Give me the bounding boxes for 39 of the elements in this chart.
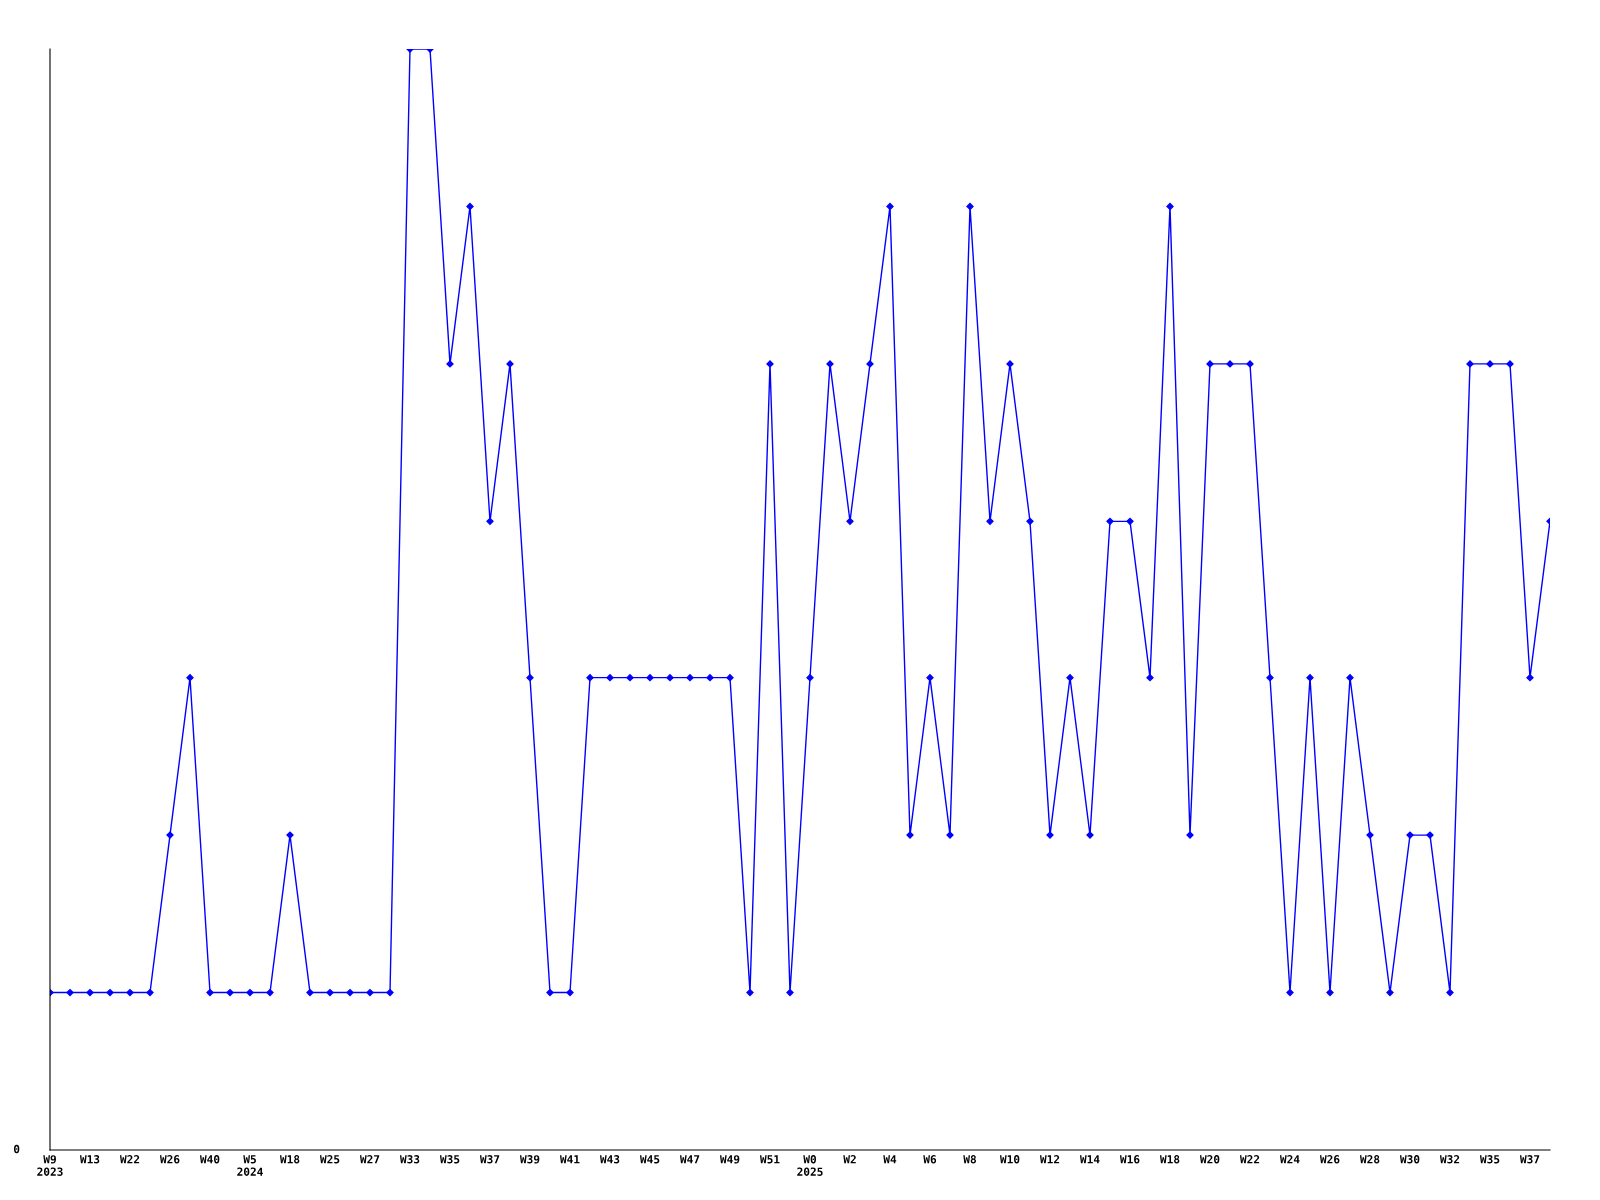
x-tick-label: W6 xyxy=(923,1155,937,1164)
x-tick-label: W24 xyxy=(1279,1155,1300,1164)
x-tick-label: W47 xyxy=(679,1155,700,1164)
x-tick-label: W13 xyxy=(79,1155,100,1164)
x-tick-label: W35 xyxy=(439,1155,460,1164)
x-tick-label: W37 xyxy=(1519,1155,1540,1164)
x-tick-label: W16 xyxy=(1119,1155,1140,1164)
x-tick-label: W30 xyxy=(1399,1155,1420,1164)
x-tick-label: W5 2024 xyxy=(237,1155,263,1176)
x-tick-label: W20 xyxy=(1199,1155,1220,1164)
x-tick-label: W12 xyxy=(1039,1155,1060,1164)
x-tick-label: W49 xyxy=(719,1155,740,1164)
x-tick-label: W18 xyxy=(1159,1155,1180,1164)
x-tick-label: W40 xyxy=(199,1155,220,1164)
x-tick-label: W51 xyxy=(759,1155,780,1164)
x-tick-label: W8 xyxy=(963,1155,976,1164)
x-tick-label: W37 xyxy=(479,1155,500,1164)
x-tick-label: W27 xyxy=(359,1155,380,1164)
x-tick-label: W2 xyxy=(843,1155,856,1164)
x-tick-label: W39 xyxy=(519,1155,540,1164)
x-tick-label: W32 xyxy=(1439,1155,1460,1164)
x-tick-label: W0 2025 xyxy=(797,1155,823,1176)
x-tick-label: W22 xyxy=(119,1155,140,1164)
x-tick-label: W28 xyxy=(1359,1155,1380,1164)
x-tick-label: W35 xyxy=(1479,1155,1500,1164)
x-tick-label: W9 2023 xyxy=(37,1155,63,1176)
x-tick-label: W41 xyxy=(559,1155,580,1164)
x-tick-label: W45 xyxy=(639,1155,660,1164)
x-tick-label: W22 xyxy=(1239,1155,1260,1164)
text: 0 xyxy=(13,1144,20,1154)
x-tick-label: W26 xyxy=(1319,1155,1340,1164)
x-tick-label: W18 xyxy=(279,1155,300,1164)
x-tick-label: W33 xyxy=(399,1155,420,1164)
x-tick-label: W43 xyxy=(599,1155,620,1164)
x-tick-label: W25 xyxy=(319,1155,340,1164)
x-tick-label: W26 xyxy=(159,1155,180,1164)
x-tick-label: W14 xyxy=(1079,1155,1100,1164)
x-tick-label: W4 xyxy=(883,1155,897,1164)
x-tick-label: W10 xyxy=(999,1155,1020,1164)
